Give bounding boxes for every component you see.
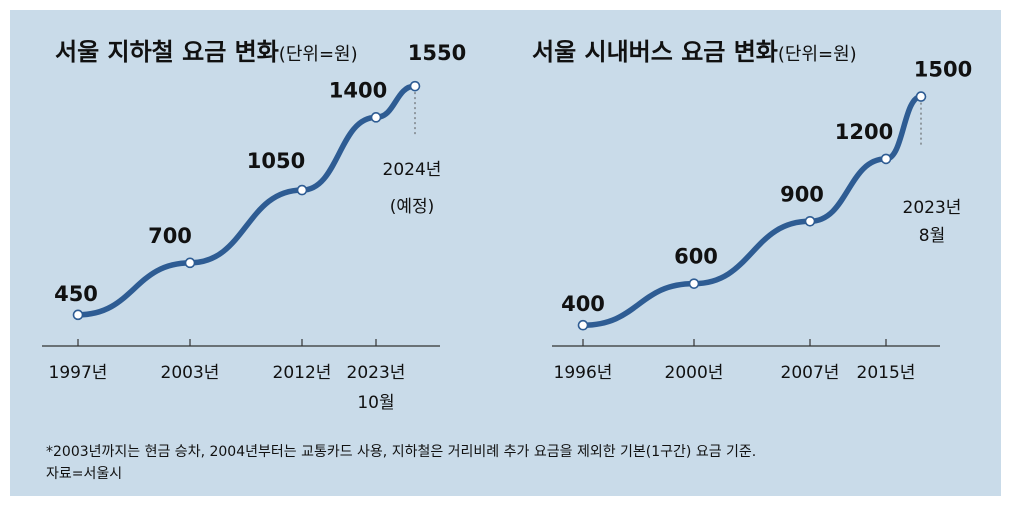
bus-points: [577, 91, 927, 331]
bus-title-text: 서울 시내버스 요금 변화: [532, 38, 778, 66]
subway-points: [72, 80, 421, 321]
bus-value-label: 1500: [914, 58, 972, 82]
subway-chart-title: 서울 지하철 요금 변화(단위=원): [55, 38, 358, 66]
subway-tick-label-line2: 10월: [357, 393, 394, 413]
subway-end-annotation: 2024년 (예정): [383, 160, 442, 217]
subway-tick-label: 2003년: [161, 363, 220, 383]
subway-series-line: [75, 83, 418, 318]
subway-chart: 서울 지하철 요금 변화(단위=원) 1997년 2003년 2012년 2023년1…: [42, 38, 466, 413]
subway-end-annotation-line2: (예정): [390, 197, 435, 217]
bus-value-label: 400: [561, 292, 605, 316]
bus-chart: 서울 시내버스 요금 변화(단위=원) 1996년 2000년 2007년 2015년…: [532, 38, 972, 383]
source-line: 자료=서울시: [46, 466, 123, 482]
subway-tick-label: 1997년: [49, 363, 108, 383]
subway-value-labels: 450 700 1050 1400 1550: [54, 41, 466, 306]
bus-value-label: 900: [780, 182, 824, 206]
footnote-line: *2003년까지는 현금 승차, 2004년부터는 교통카드 사용, 지하철은 …: [46, 444, 757, 460]
bus-tick-label: 1996년: [554, 363, 613, 383]
subway-data-point: [296, 184, 308, 196]
subway-end-annotation-line1: 2024년: [383, 160, 442, 180]
subway-value-label: 1550: [408, 41, 466, 65]
subway-value-label: 700: [148, 224, 192, 248]
bus-tick-label: 2000년: [665, 363, 724, 383]
bus-end-annotation-line1: 2023년: [903, 198, 962, 218]
bus-series: [580, 93, 924, 328]
bus-chart-title: 서울 시내버스 요금 변화(단위=원): [532, 38, 857, 66]
bus-value-labels: 400 600 900 1200 1500: [561, 58, 972, 317]
bus-data-point: [915, 91, 927, 102]
subway-value-label: 1050: [247, 149, 305, 173]
footnote: *2003년까지는 현금 승차, 2004년부터는 교통카드 사용, 지하철은 …: [46, 441, 1011, 485]
bus-series-line: [580, 93, 924, 328]
bus-end-annotation-line2: 8월: [919, 226, 945, 246]
bus-end-annotation: 2023년 8월: [903, 198, 962, 246]
bus-data-point: [577, 319, 589, 331]
subway-title-text: 서울 지하철 요금 변화: [55, 38, 279, 66]
bus-value-label: 600: [674, 245, 718, 269]
bus-data-point: [688, 278, 700, 289]
subway-ticks: 1997년 2003년 2012년 2023년 10월: [49, 339, 406, 413]
subway-data-point: [184, 257, 196, 269]
subway-data-point: [409, 80, 421, 92]
bus-value-label: 1200: [835, 120, 893, 144]
subway-data-point: [72, 309, 84, 321]
subway-data-point: [370, 112, 382, 123]
subway-series: [75, 83, 418, 318]
subway-tick-label: 2012년: [273, 363, 332, 383]
bus-tick-label: 2015년: [857, 363, 916, 383]
charts-svg: 서울 지하철 요금 변화(단위=원) 1997년 2003년 2012년 2023년1…: [42, 38, 972, 413]
bus-ticks: 1996년 2000년 2007년 2015년: [554, 339, 916, 383]
bus-unit-text: (단위=원): [778, 44, 857, 65]
subway-unit-text: (단위=원): [279, 44, 358, 65]
bus-data-point: [880, 153, 892, 165]
subway-tick-label: 2023년: [347, 363, 406, 383]
subway-value-label: 450: [54, 282, 98, 306]
subway-value-label: 1400: [329, 78, 387, 102]
bus-tick-label: 2007년: [781, 363, 840, 383]
bus-data-point: [804, 215, 816, 227]
chart-panel: 서울 지하철 요금 변화(단위=원) 1997년 2003년 2012년 2023년 1…: [10, 10, 1001, 496]
